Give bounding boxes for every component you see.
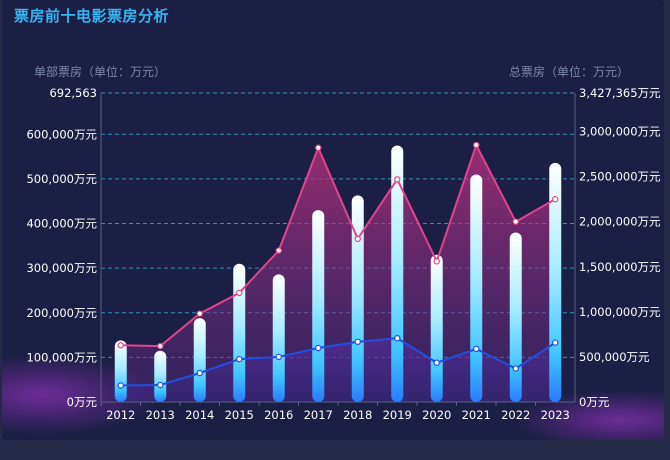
bar — [351, 195, 364, 402]
chart-title: 票房前十电影票房分析 — [14, 7, 170, 25]
bottom-right-glow — [512, 390, 664, 440]
left-tick-label: 400,000万元 — [26, 217, 97, 231]
x-tick-label: 2018 — [343, 408, 372, 422]
mean-point — [275, 353, 282, 361]
bar — [233, 263, 246, 402]
x-tick-label: 2019 — [383, 408, 412, 422]
line-series — [117, 141, 559, 389]
mean-point — [473, 345, 480, 353]
mean-area-fill — [120, 338, 556, 402]
x-tick-label: 2020 — [422, 408, 451, 422]
total-point — [196, 310, 203, 317]
x-tick-label: 2014 — [185, 408, 214, 422]
right-axis-name: 总票房（单位：万元） — [509, 64, 629, 79]
x-tick-label: 2012 — [106, 408, 135, 422]
x-tick-label: 2017 — [304, 408, 333, 422]
left-axis-name: 单部票房（单位：万元） — [34, 64, 166, 79]
bar — [193, 318, 206, 402]
total-point — [512, 218, 519, 225]
left-tick-label: 100,000万元 — [26, 350, 97, 364]
total-point — [157, 342, 164, 350]
right-tick-label: 1,500,000万元 — [579, 260, 661, 274]
mean-point — [196, 369, 203, 377]
mean-point — [552, 339, 559, 346]
bar — [114, 340, 127, 402]
bar — [272, 274, 285, 402]
axes: 0万元 100,000万元 200,000万元 300,000万元 400,000万元 5… — [26, 86, 661, 422]
left-tick-label: 200,000万元 — [26, 306, 97, 320]
total-point — [433, 258, 440, 265]
mean-point — [117, 382, 124, 389]
x-tick-label: 2016 — [264, 408, 293, 422]
total-box-office-area — [120, 145, 556, 402]
left-tick-label: 500,000万元 — [26, 172, 97, 186]
right-tick-label: 3,427,365万元 — [579, 86, 661, 100]
x-tick-label: 2021 — [462, 408, 491, 422]
total-point — [552, 195, 559, 203]
mean-point — [315, 344, 322, 352]
total-point — [354, 235, 361, 243]
mean-line — [120, 337, 556, 387]
right-tick-label: 2,500,000万元 — [579, 170, 661, 184]
mean-point — [394, 334, 401, 342]
total-point — [473, 141, 480, 149]
total-line — [120, 142, 556, 348]
mean-point — [433, 359, 440, 366]
left-tick-label: 692,563 — [49, 86, 97, 100]
right-tick-label: 0万元 — [579, 395, 610, 409]
right-tick-label: 2,000,000万元 — [579, 215, 661, 229]
bar — [312, 210, 325, 402]
mean-point — [354, 338, 361, 345]
bar — [430, 254, 443, 402]
left-tick-label: 0万元 — [67, 395, 98, 409]
x-tick-label: 2022 — [501, 408, 530, 422]
total-area-fill — [120, 145, 556, 402]
x-tick-label: 2013 — [146, 408, 175, 422]
total-point — [117, 342, 124, 349]
chart-panel: 票房前十电影票房分析 单部票房（单位： — [2, 0, 664, 440]
left-tick-label: 300,000万元 — [26, 261, 97, 275]
total-point — [275, 247, 282, 254]
right-tick-label: 1,000,000万元 — [579, 305, 661, 319]
mean-point — [236, 355, 243, 363]
right-tick-label: 500,000万元 — [579, 350, 650, 364]
mean-point — [157, 381, 164, 389]
total-point — [236, 289, 243, 297]
bar — [509, 232, 522, 402]
box-office-chart: 单部票房（单位：万元） 总票房（单位：万元） 0万元 100,000万元 200,0… — [2, 64, 664, 440]
x-tick-label: 2015 — [225, 408, 254, 422]
right-tick-label: 3,000,000万元 — [579, 125, 661, 139]
mean-point — [512, 365, 519, 372]
total-point — [394, 176, 401, 183]
total-point — [315, 144, 322, 151]
left-tick-label: 600,000万元 — [26, 127, 97, 141]
x-tick-label: 2023 — [541, 408, 570, 422]
bar — [154, 350, 167, 402]
bar — [470, 174, 483, 402]
